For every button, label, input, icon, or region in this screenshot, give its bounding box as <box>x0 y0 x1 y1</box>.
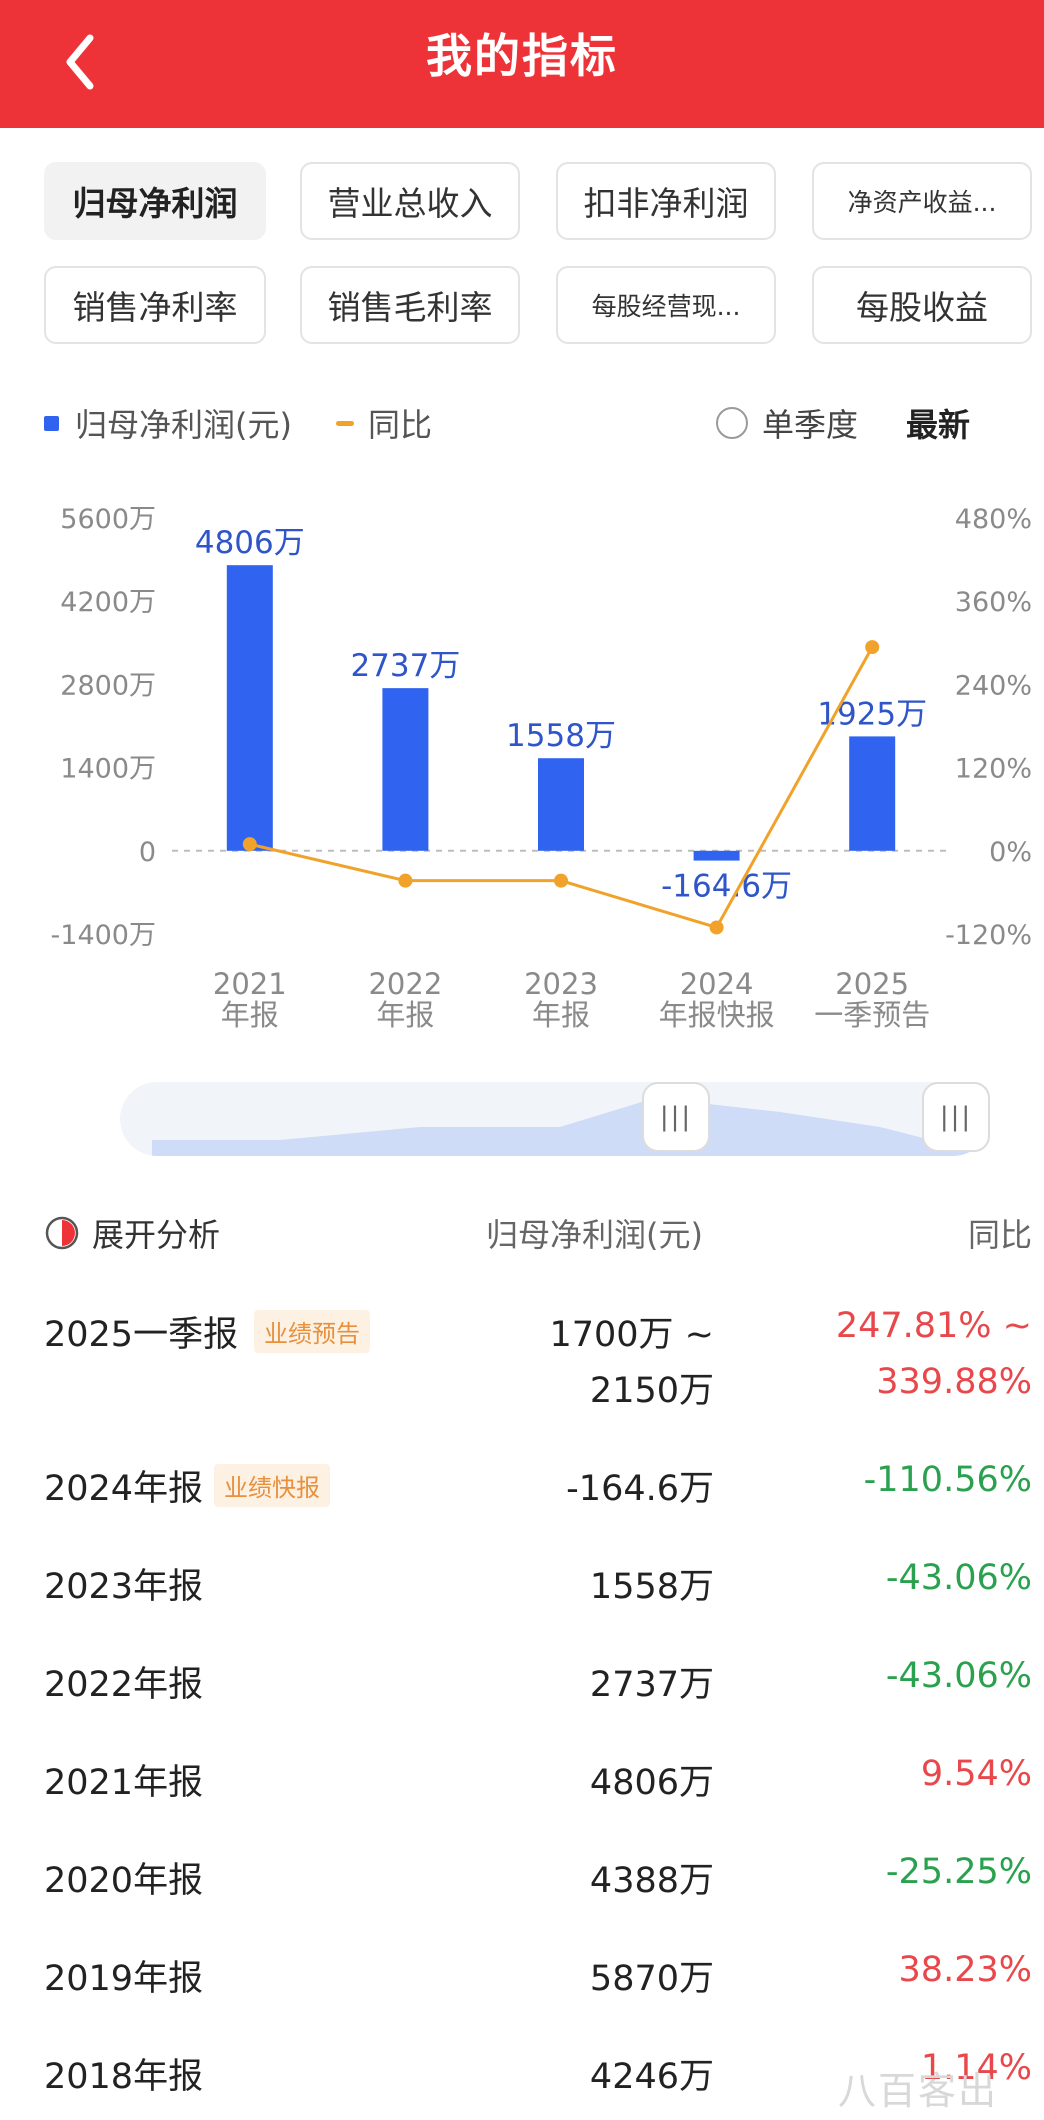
tab-roe[interactable]: 净资产收益... <box>812 162 1032 240</box>
row-yoy: 38.23% <box>898 1950 1032 1990</box>
bar-data-label: -164.6万 <box>661 869 792 905</box>
y-axis-left-tick-label: 4200万 <box>60 587 156 618</box>
x-axis-tick-label: 一季预告 <box>814 998 930 1032</box>
radio-icon <box>716 407 748 439</box>
y-axis-right-tick-label: 240% <box>955 670 1032 701</box>
row-value: 5870万 <box>589 1959 714 1999</box>
row-yoy: -43.06% <box>885 1558 1032 1598</box>
line-legend-swatch <box>336 420 354 426</box>
row-yoy: 247.81% ~ <box>835 1306 1032 1346</box>
status-badge: 业绩预告 <box>254 1310 370 1353</box>
y-axis-right-tick-label: 120% <box>955 754 1032 785</box>
tab-deducted-net-profit[interactable]: 扣非净利润 <box>556 162 776 240</box>
row-period: 2025一季报 <box>44 1315 239 1355</box>
bar <box>849 736 896 851</box>
y-axis-left-tick-label: 0 <box>139 837 156 868</box>
yoy-point <box>709 920 724 935</box>
x-axis-tick-label: 年报快报 <box>659 998 775 1032</box>
row-value: -164.6万 <box>566 1469 714 1509</box>
row-period: 2020年报 <box>44 1861 204 1901</box>
chevron-left-icon <box>66 34 94 90</box>
row-value: 4388万 <box>589 1861 714 1901</box>
row-period: 2023年报 <box>44 1567 204 1607</box>
row-value: 2737万 <box>589 1665 714 1705</box>
single-quarter-toggle[interactable]: 单季度 <box>716 398 858 448</box>
zoom-handle-left[interactable]: ||| <box>642 1082 710 1152</box>
legend-bar: 归母净利润(元) <box>44 398 292 448</box>
yoy-point <box>865 640 880 655</box>
x-axis-tick-label: 2021 <box>213 967 287 1001</box>
y-axis-right-tick-label: 0% <box>989 837 1032 868</box>
yoy-point <box>398 873 413 888</box>
legend-line-label: 同比 <box>368 406 433 444</box>
latest-label[interactable]: 最新 <box>906 406 971 444</box>
row-yoy: 1.14% <box>920 2048 1032 2088</box>
zoom-handle-right[interactable]: ||| <box>922 1082 990 1152</box>
x-axis-tick-label: 年报 <box>221 998 279 1032</box>
expand-analysis-label: 展开分析 <box>92 1216 221 1254</box>
tab-operating-cashflow-per-share[interactable]: 每股经营现... <box>556 266 776 344</box>
row-value: 1700万 ~ <box>549 1315 714 1355</box>
y-axis-right-tick-label: 480% <box>955 504 1032 535</box>
bar <box>693 850 740 861</box>
zoom-range-track[interactable] <box>120 1082 990 1156</box>
row-period: 2022年报 <box>44 1665 204 1705</box>
bar-data-label: 2737万 <box>350 648 460 684</box>
row-value-second-line: 2150万 <box>589 1371 714 1411</box>
row-yoy: -43.06% <box>885 1656 1032 1696</box>
bar <box>382 688 429 851</box>
bar <box>538 758 584 851</box>
y-axis-left-tick-label: 1400万 <box>60 754 156 785</box>
bar <box>226 565 273 851</box>
yoy-point <box>554 873 568 888</box>
row-period: 2018年报 <box>44 2057 204 2097</box>
x-axis-tick-label: 2025 <box>835 967 909 1001</box>
row-period: 2019年报 <box>44 1959 204 1999</box>
legend-line: 同比 <box>336 398 432 448</box>
net-profit-chart: 5600万 4200万 2800万 1400万 0 -1400万 480% 360% 240%… <box>51 504 1032 1032</box>
row-yoy-second-line: 339.88% <box>876 1362 1032 1402</box>
single-quarter-label: 单季度 <box>762 406 859 444</box>
tab-net-profit[interactable]: 归母净利润 <box>44 162 266 240</box>
mini-area-preview <box>152 1098 990 1156</box>
row-yoy: -110.56% <box>863 1460 1032 1500</box>
row-period: 2021年报 <box>44 1763 204 1803</box>
y-axis-left-tick-label: 2800万 <box>60 670 156 701</box>
x-axis-tick-label: 年报 <box>376 998 434 1032</box>
tab-eps[interactable]: 每股收益 <box>812 266 1032 344</box>
y-axis-left-tick-label: 5600万 <box>60 504 156 535</box>
column-header-value: 归母净利润(元) <box>486 1216 703 1254</box>
x-axis-tick-label: 2022 <box>368 967 442 1001</box>
bar-data-label: 1558万 <box>506 718 616 754</box>
yoy-point <box>242 837 257 852</box>
expand-analysis-button[interactable]: 展开分析 <box>44 1210 220 1256</box>
row-value: 4806万 <box>589 1763 714 1803</box>
tab-total-revenue[interactable]: 营业总收入 <box>300 162 520 240</box>
column-header-yoy: 同比 <box>967 1216 1032 1254</box>
y-axis-right-tick-label: 360% <box>955 587 1032 618</box>
row-yoy: -25.25% <box>885 1852 1032 1892</box>
y-axis-right-tick-label: -120% <box>945 920 1032 951</box>
pie-chart-icon <box>45 1216 79 1250</box>
top-bar: 我的指标 <box>0 0 1044 128</box>
x-axis-tick-label: 2023 <box>524 967 598 1001</box>
row-value: 1558万 <box>589 1567 714 1607</box>
bar-legend-swatch <box>44 415 59 431</box>
row-value: 4246万 <box>589 2057 714 2097</box>
status-badge: 业绩快报 <box>214 1464 330 1507</box>
tab-gross-margin[interactable]: 销售毛利率 <box>300 266 520 344</box>
back-button[interactable] <box>58 20 142 104</box>
y-axis-left-tick-label: -1400万 <box>51 920 156 951</box>
legend-bar-label: 归母净利润(元) <box>75 406 292 444</box>
x-axis-tick-label: 年报 <box>532 998 590 1032</box>
row-period: 2024年报 <box>44 1469 204 1509</box>
x-axis-tick-label: 2024 <box>680 967 754 1001</box>
watermark: 八百客出 <box>838 2069 999 2113</box>
page-title: 我的指标 <box>426 29 618 83</box>
tab-net-margin[interactable]: 销售净利率 <box>44 266 266 344</box>
row-yoy: 9.54% <box>920 1754 1032 1794</box>
bar-data-label: 4806万 <box>195 525 305 561</box>
